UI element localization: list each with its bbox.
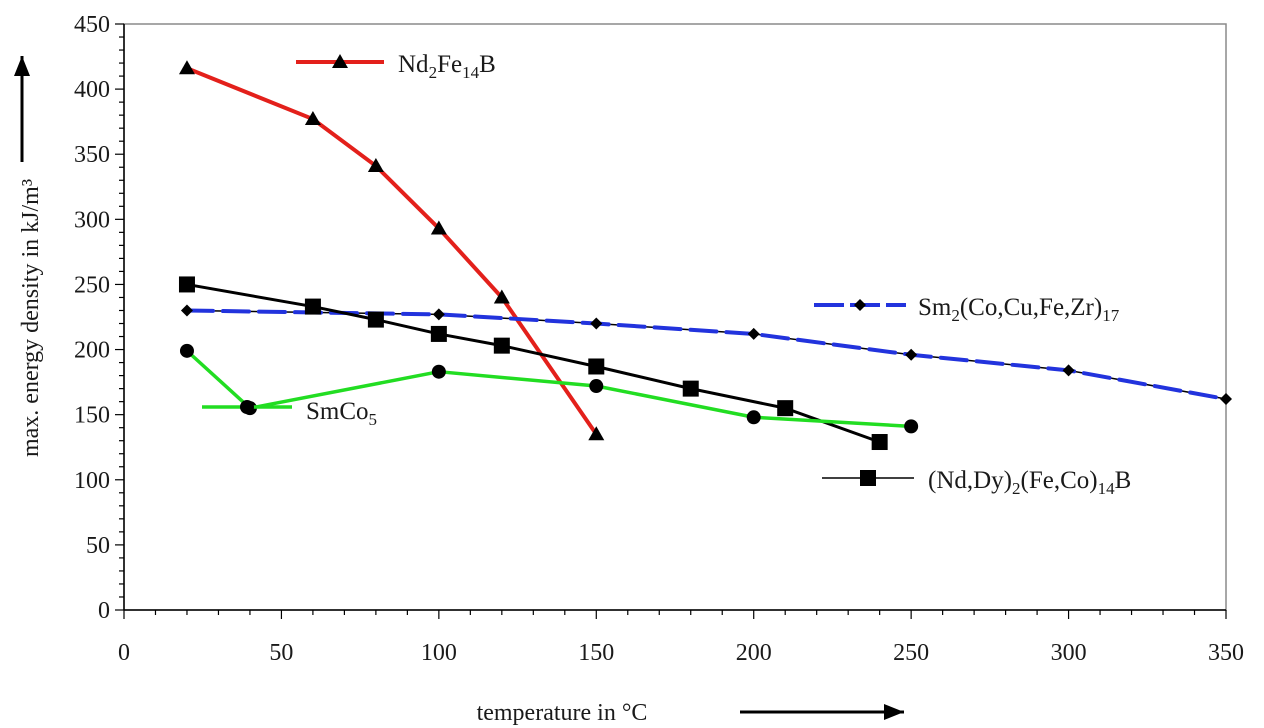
legend-marker [860,470,876,486]
x-tick-label: 100 [421,640,457,666]
legend-label: Nd2Fe14B [398,51,496,82]
data-point [178,276,195,293]
data-point [1220,393,1232,406]
x-tick-label: 50 [269,640,293,666]
data-point [905,348,918,361]
legend-entry-1: Nd2Fe14B [296,51,496,82]
series-line [184,308,1228,402]
x-tick-label: 0 [118,640,130,666]
y-tick-label: 100 [74,468,110,494]
data-point [431,364,446,379]
y-axis-arrow-head [14,56,30,76]
x-tick-label: 250 [893,640,929,666]
data-point [304,111,321,126]
data-point [430,325,447,342]
data-point [747,327,760,340]
data-point [904,419,919,434]
data-point [682,380,699,397]
data-point [746,410,761,425]
data-point [777,400,794,417]
x-tick-label: 200 [736,640,772,666]
series-3 [178,276,888,451]
legend-entry-3: (Nd,Dy)2(Fe,Co)14B [822,467,1131,498]
data-point [178,60,195,75]
data-point [430,220,447,235]
x-axis-title: temperature in °C [477,700,648,726]
data-point [493,337,510,354]
y-tick-label: 50 [86,533,110,559]
y-tick-label: 250 [74,272,110,298]
legend-label: SmCo5 [306,398,377,429]
y-tick-label: 200 [74,338,110,364]
data-point [180,304,193,317]
y-tick-label: 450 [74,12,110,38]
data-point [304,298,321,315]
x-tick-label: 300 [1051,640,1087,666]
x-tick-label: 350 [1208,640,1244,666]
series-underline [186,309,1227,400]
data-point [367,157,384,172]
data-point [493,289,510,304]
legend-entry-2: Sm2(Co,Cu,Fe,Zr)17 [814,294,1120,325]
legend-marker [332,54,348,68]
data-point [588,358,605,375]
y-tick-label: 150 [74,403,110,429]
series-1 [178,60,605,441]
y-tick-label: 300 [74,207,110,233]
y-axis-title: max. energy density in kJ/m³ [18,179,44,457]
series-2 [180,304,1232,406]
data-point [590,317,603,330]
y-tick-label: 400 [74,77,110,103]
legend-entry-4: SmCo5 [202,398,377,429]
data-point [871,434,888,451]
data-point [589,379,604,394]
legend-marker [854,299,866,311]
data-point [432,308,445,321]
data-point [367,311,384,328]
legend-label: Sm2(Co,Cu,Fe,Zr)17 [918,294,1120,325]
legend-label: (Nd,Dy)2(Fe,Co)14B [928,467,1131,498]
y-tick-label: 350 [74,142,110,168]
series-line [185,349,913,429]
data-point [1062,364,1075,377]
x-axis-arrow-head [884,704,904,720]
data-point [179,343,194,358]
x-tick-label: 150 [578,640,614,666]
data-point [588,426,605,441]
legend-marker [240,400,254,414]
y-tick-label: 0 [98,598,110,624]
